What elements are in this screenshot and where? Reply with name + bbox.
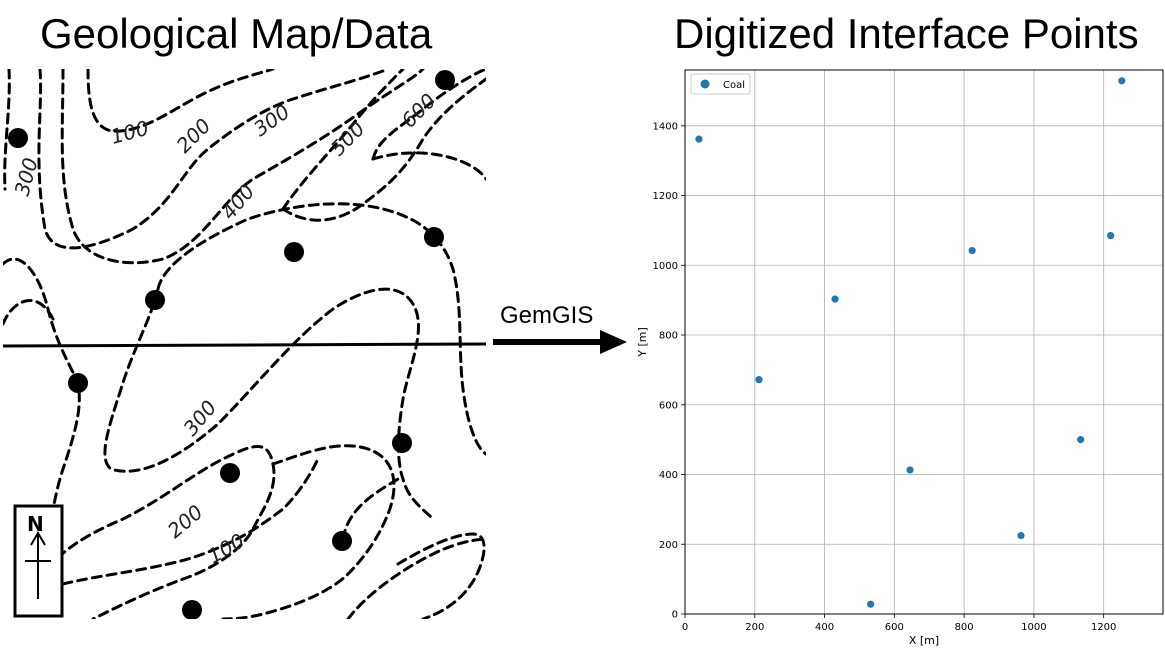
series-coal [695,77,1126,608]
scatter-plot: 0 200 400 600 800 1000 1200 0 200 400 600 800 1000 1… [636,69,1164,647]
x-tick-label: 1000 [1021,622,1046,633]
contour-line [371,69,486,161]
section-line [3,342,486,348]
map-point [424,227,444,247]
legend-marker [700,79,710,89]
x-tick-label: 200 [745,622,764,633]
contour-line [281,77,486,222]
legend: Coal [690,73,751,95]
plot-title: Digitized Interface Points [674,10,1139,57]
data-point [906,466,914,474]
map-title: Geological Map/Data [40,10,433,57]
y-tick-label: 800 [659,331,678,342]
map-point [435,70,455,90]
plot-frame [684,69,1164,615]
data-point [831,295,839,303]
x-tick-label: 0 [682,622,688,633]
y-tick-label: 1400 [653,121,678,132]
contour-line [156,202,486,456]
north-label: N [27,512,44,536]
x-axis-label: X [m] [909,634,939,647]
data-point [968,247,976,255]
data-point [1017,531,1025,540]
map-point [182,600,202,619]
data-point [1077,436,1085,444]
contour-line [341,477,400,541]
contour-line [86,69,275,133]
y-tick-label: 400 [659,470,678,481]
grid [684,70,1163,615]
y-tick-label: 200 [659,540,678,551]
x-tick-label: 1200 [1091,622,1116,633]
contour-line [371,151,486,181]
contour-line [221,444,396,619]
legend-label: Coal [723,80,745,91]
x-ticks: 0 200 400 600 800 1000 1200 [682,614,1116,633]
arrow-icon [493,330,627,354]
y-tick-label: 1200 [653,191,678,202]
geological-map: 100 200 300 300 400 500 600 300 200 100 … [3,69,486,619]
data-point [695,135,703,143]
x-tick-label: 400 [815,622,834,633]
data-point [1118,77,1126,85]
map-point [284,242,304,262]
y-tick-label: 1000 [653,261,678,272]
x-tick-label: 800 [955,622,974,633]
contour-line [37,69,390,250]
contour-line [281,69,405,211]
data-point [867,600,875,608]
map-point [145,290,165,310]
x-tick-label: 600 [885,622,904,633]
data-point [1107,232,1115,240]
north-arrow: N [13,504,64,618]
map-point [68,373,88,393]
y-tick-label: 0 [672,610,678,621]
contour-line [61,457,320,586]
data-points [8,70,455,619]
y-tick-label: 600 [659,400,678,411]
y-axis-label: Y [m] [636,327,649,358]
data-point [755,376,763,384]
map-point [8,128,28,148]
map-point [220,463,240,483]
contour-line [60,69,425,265]
arrow-label: GemGIS [500,302,594,329]
contour-line [396,532,486,619]
map-point [332,531,352,551]
contour-line [3,299,55,326]
process-arrow: GemGIS [490,300,630,360]
contour-line [3,69,11,191]
map-point [392,433,412,453]
y-ticks: 0 200 400 600 800 1000 1200 1400 [653,121,685,621]
legend-box [690,73,751,95]
contour-line [346,537,486,619]
